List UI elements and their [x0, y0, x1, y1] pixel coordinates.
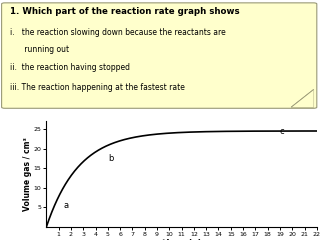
Text: ii.  the reaction having stopped: ii. the reaction having stopped — [10, 63, 130, 72]
Text: b: b — [108, 155, 113, 163]
Text: 1. Which part of the reaction rate graph shows: 1. Which part of the reaction rate graph… — [10, 7, 239, 16]
Text: i.   the reaction slowing down because the reactants are: i. the reaction slowing down because the… — [10, 28, 225, 37]
Polygon shape — [291, 90, 314, 107]
Text: a: a — [64, 201, 69, 210]
FancyBboxPatch shape — [2, 3, 317, 108]
Text: running out: running out — [10, 45, 69, 54]
Text: iii. The reaction happening at the fastest rate: iii. The reaction happening at the faste… — [10, 83, 184, 92]
Polygon shape — [291, 90, 314, 107]
Y-axis label: Volume gas / cm³: Volume gas / cm³ — [23, 137, 32, 211]
Text: c: c — [280, 127, 284, 136]
